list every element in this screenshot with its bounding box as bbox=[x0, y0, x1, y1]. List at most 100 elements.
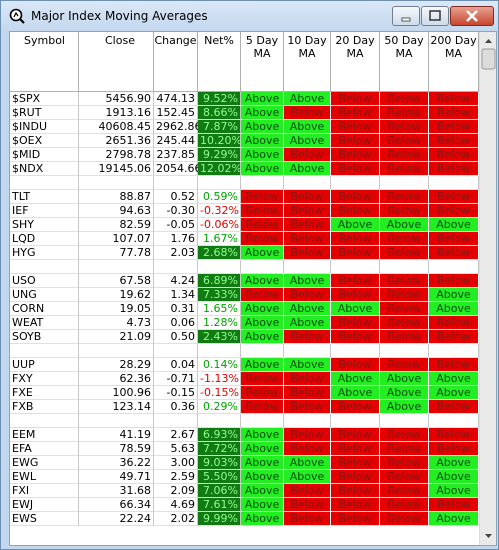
change-cell: 2.02 bbox=[154, 512, 198, 526]
close-button[interactable] bbox=[450, 6, 494, 26]
symbol-cell: FXI bbox=[10, 484, 79, 498]
ma-cell: Below bbox=[429, 148, 479, 162]
ma-cell: Above bbox=[241, 162, 284, 176]
ma-cell: Below bbox=[284, 442, 331, 456]
symbol-cell: UUP bbox=[10, 358, 79, 372]
blank-cell bbox=[331, 414, 380, 428]
ma-cell: Below bbox=[284, 372, 331, 386]
ma-cell: Below bbox=[429, 232, 479, 246]
ma-cell: Below bbox=[331, 204, 380, 218]
symbol-cell: IEF bbox=[10, 204, 79, 218]
ma-cell: Below bbox=[284, 190, 331, 204]
change-cell: -0.30 bbox=[154, 204, 198, 218]
blank-cell bbox=[10, 414, 79, 428]
net-cell: 0.59% bbox=[198, 190, 241, 204]
ma-cell: Below bbox=[331, 288, 380, 302]
ma-cell: Below bbox=[284, 232, 331, 246]
ma-cell: Above bbox=[241, 428, 284, 442]
ma-cell: Below bbox=[380, 512, 429, 526]
minimize-button[interactable] bbox=[392, 6, 420, 26]
close-cell: 21.09 bbox=[79, 330, 154, 344]
symbol-cell: $NDX bbox=[10, 162, 79, 176]
symbol-cell: $SPX bbox=[10, 92, 79, 106]
ma-cell: Above bbox=[241, 134, 284, 148]
close-cell: 1913.16 bbox=[79, 106, 154, 120]
ma-cell: Below bbox=[331, 246, 380, 260]
net-cell: 9.03% bbox=[198, 456, 241, 470]
close-cell: 82.59 bbox=[79, 218, 154, 232]
change-cell: 1.76 bbox=[154, 232, 198, 246]
close-cell: 19.05 bbox=[79, 302, 154, 316]
change-cell: -0.71 bbox=[154, 372, 198, 386]
ma-cell: Below bbox=[380, 148, 429, 162]
blank-cell bbox=[284, 414, 331, 428]
ma-cell: Above bbox=[380, 218, 429, 232]
blank-cell bbox=[331, 344, 380, 358]
blank-cell bbox=[198, 344, 241, 358]
ma-cell: Above bbox=[241, 512, 284, 526]
change-cell: 0.31 bbox=[154, 302, 198, 316]
ma-cell: Above bbox=[429, 386, 479, 400]
ma-cell: Above bbox=[331, 386, 380, 400]
net-cell: -0.32% bbox=[198, 204, 241, 218]
close-cell: 19.62 bbox=[79, 288, 154, 302]
change-cell: 2.09 bbox=[154, 484, 198, 498]
symbol-cell: CORN bbox=[10, 302, 79, 316]
ma-cell: Above bbox=[331, 302, 380, 316]
net-cell: 10.20% bbox=[198, 134, 242, 148]
ma-cell: Below bbox=[429, 498, 479, 512]
header-text: MA bbox=[298, 47, 316, 60]
title-bar: Major Index Moving Averages bbox=[1, 1, 498, 31]
ma-cell: Below bbox=[284, 386, 331, 400]
net-cell: 9.99% bbox=[198, 512, 241, 526]
ma-cell: Above bbox=[380, 400, 429, 414]
change-cell: 4.24 bbox=[154, 274, 198, 288]
net-cell: -1.13% bbox=[198, 372, 241, 386]
ma-cell: Below bbox=[380, 190, 429, 204]
change-cell: 237.85 bbox=[154, 148, 198, 162]
net-cell: -0.06% bbox=[198, 218, 241, 232]
ma-cell: Above bbox=[429, 456, 479, 470]
ma-cell: Below bbox=[284, 246, 331, 260]
ma-cell: Below bbox=[380, 358, 429, 372]
ma-cell: Above bbox=[429, 512, 479, 526]
ma-cell: Above bbox=[241, 442, 284, 456]
blank-cell bbox=[241, 344, 284, 358]
ma-cell: Above bbox=[241, 92, 284, 106]
header-text: 50 Day bbox=[384, 34, 424, 47]
change-cell: 0.04 bbox=[154, 358, 198, 372]
ma-cell: Above bbox=[284, 92, 331, 106]
change-cell: 245.44 bbox=[154, 134, 198, 148]
ma-cell: Below bbox=[241, 400, 284, 414]
ma-cell: Below bbox=[331, 92, 380, 106]
ma-cell: Above bbox=[429, 470, 479, 484]
ma-cell: Above bbox=[429, 372, 479, 386]
symbol-cell: SOYB bbox=[10, 330, 79, 344]
maximize-button[interactable] bbox=[421, 6, 449, 26]
ma-cell: Below bbox=[241, 232, 284, 246]
column-header: Close bbox=[79, 32, 154, 92]
ma-cell: Below bbox=[331, 498, 380, 512]
ma-cell: Below bbox=[429, 106, 479, 120]
ma-cell: Below bbox=[284, 330, 331, 344]
blank-cell bbox=[284, 344, 331, 358]
ma-cell: Below bbox=[331, 358, 380, 372]
blank-cell bbox=[331, 260, 380, 274]
vertical-scrollbar[interactable] bbox=[479, 32, 496, 545]
ma-cell: Above bbox=[284, 134, 331, 148]
ma-cell: Below bbox=[284, 288, 331, 302]
change-cell: 0.36 bbox=[154, 400, 198, 414]
column-header: 50 Day MA bbox=[380, 32, 429, 92]
ma-cell: Below bbox=[429, 400, 479, 414]
blank-cell bbox=[154, 414, 198, 428]
header-text: MA bbox=[346, 47, 364, 60]
header-text: Close bbox=[105, 34, 135, 47]
symbol-cell: EWL bbox=[10, 470, 79, 484]
ma-cell: Below bbox=[331, 316, 380, 330]
ma-cell: Above bbox=[241, 148, 284, 162]
ma-cell: Below bbox=[380, 246, 429, 260]
close-cell: 78.59 bbox=[79, 442, 154, 456]
ma-cell: Below bbox=[241, 372, 284, 386]
ma-cell: Above bbox=[241, 274, 284, 288]
